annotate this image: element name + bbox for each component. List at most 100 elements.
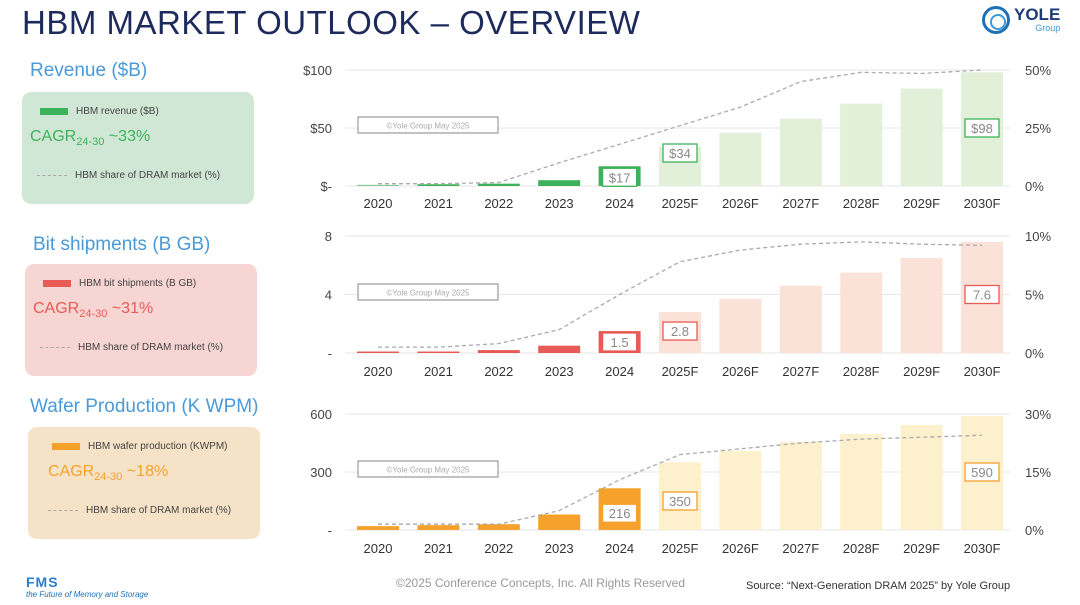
x-tick-label: 2023 <box>545 364 574 379</box>
y2-tick-label: 10% <box>1025 229 1051 244</box>
bar-legend: HBM revenue ($B) <box>40 106 159 117</box>
x-tick-label: 2023 <box>545 196 574 211</box>
data-label: 350 <box>669 494 691 509</box>
x-tick-label: 2029F <box>903 364 940 379</box>
x-tick-label: 2024 <box>605 541 634 556</box>
watermark-box <box>357 283 499 301</box>
fms-logo: FMS the Future of Memory and Storage <box>26 574 148 599</box>
bar <box>477 350 520 353</box>
panel-heading: Bit shipments (B GB) <box>33 234 211 255</box>
x-tick-label: 2027F <box>782 196 819 211</box>
x-tick-label: 2028F <box>843 364 880 379</box>
dash-swatch-icon <box>48 510 78 511</box>
panel-heading: Wafer Production (K WPM) <box>30 396 259 417</box>
bar <box>417 351 460 353</box>
data-label-box <box>601 503 638 523</box>
x-tick-label: 2029F <box>903 196 940 211</box>
bar-legend-label: HBM bit shipments (B GB) <box>79 278 197 289</box>
x-tick-label: 2027F <box>782 541 819 556</box>
data-label-box <box>964 118 1000 138</box>
line-legend-label: HBM share of DRAM market (%) <box>86 505 232 516</box>
bar <box>779 285 822 353</box>
share-line <box>378 69 983 185</box>
cagr-prefix: CAGR <box>48 463 95 480</box>
x-tick-label: 2027F <box>782 364 819 379</box>
x-tick-label: 2023 <box>545 541 574 556</box>
x-tick-label: 2022 <box>484 364 513 379</box>
cagr-label: CAGR24-30 ~33% <box>30 128 150 148</box>
bar <box>900 88 943 186</box>
data-label: $98 <box>971 121 993 136</box>
data-label: 7.6 <box>973 288 991 303</box>
line-legend-label: HBM share of DRAM market (%) <box>78 342 224 353</box>
data-label: 216 <box>609 506 631 521</box>
y2-tick-label: 0% <box>1025 179 1044 194</box>
x-tick-label: 2020 <box>364 541 393 556</box>
line-legend: HBM share of DRAM market (%) <box>37 170 220 181</box>
dash-swatch-icon <box>37 175 67 176</box>
watermark: ©Yole Group May 2025 <box>387 466 471 475</box>
data-label: $17 <box>609 170 631 185</box>
cagr-sub: 24-30 <box>94 471 123 484</box>
y-tick-label: - <box>328 523 332 538</box>
bar <box>357 526 399 530</box>
bar <box>357 351 399 353</box>
fms-tagline: the Future of Memory and Storage <box>26 590 149 599</box>
cagr-sub: 24-30 <box>79 308 108 321</box>
bar-legend-label: HBM wafer production (KWPM) <box>88 441 228 452</box>
logo-name: YOLE <box>1014 5 1061 24</box>
y-tick-label: 600 <box>310 407 332 422</box>
cagr-label: CAGR24-30 ~31% <box>33 300 153 320</box>
bar <box>477 183 520 186</box>
y2-tick-label: 25% <box>1025 121 1051 136</box>
cagr-prefix: CAGR <box>30 128 77 145</box>
data-label-box <box>662 491 698 511</box>
x-tick-label: 2021 <box>424 364 453 379</box>
data-label-box <box>601 167 638 187</box>
bar <box>779 118 822 186</box>
data-label: 590 <box>971 465 993 480</box>
y2-tick-label: 15% <box>1025 465 1051 480</box>
share-line <box>378 241 983 348</box>
bar <box>417 525 460 530</box>
x-tick-label: 2026F <box>722 364 759 379</box>
x-tick-label: 2025F <box>662 541 699 556</box>
y2-tick-label: 5% <box>1025 288 1044 303</box>
data-label-box <box>601 332 638 352</box>
y-tick-label: $100 <box>303 63 332 78</box>
x-tick-label: 2030F <box>964 541 1001 556</box>
cagr-prefix: CAGR <box>33 300 80 317</box>
bar <box>719 450 762 530</box>
data-label: $34 <box>669 146 691 161</box>
panel-heading: Revenue ($B) <box>30 60 148 81</box>
watermark-box <box>357 460 499 478</box>
x-tick-label: 2021 <box>424 541 453 556</box>
x-tick-label: 2030F <box>964 196 1001 211</box>
copyright: ©2025 Conference Concepts, Inc. All Righ… <box>396 576 685 590</box>
cagr-value: ~31% <box>107 300 154 317</box>
legend-box: HBM bit shipments (B GB) CAGR24-30 ~31% … <box>25 264 257 376</box>
x-tick-label: 2025F <box>662 196 699 211</box>
bar <box>538 345 581 353</box>
y2-tick-label: 0% <box>1025 346 1044 361</box>
x-tick-label: 2030F <box>964 364 1001 379</box>
x-tick-label: 2024 <box>605 196 634 211</box>
bar <box>417 184 460 186</box>
bar <box>840 103 883 186</box>
y2-tick-label: 50% <box>1025 63 1051 78</box>
cagr-value: ~18% <box>122 463 169 480</box>
y-tick-label: - <box>328 346 332 361</box>
slide-title: HBM MARKET OUTLOOK – OVERVIEW <box>22 4 641 41</box>
watermark: ©Yole Group May 2025 <box>387 289 471 298</box>
bar <box>538 514 581 530</box>
bar <box>719 298 762 353</box>
legend-box: HBM revenue ($B) CAGR24-30 ~33% HBM shar… <box>22 92 254 204</box>
line-legend-label: HBM share of DRAM market (%) <box>75 170 221 181</box>
x-tick-label: 2028F <box>843 196 880 211</box>
x-tick-label: 2020 <box>364 196 393 211</box>
bar-legend-label: HBM revenue ($B) <box>76 106 159 117</box>
x-tick-label: 2028F <box>843 541 880 556</box>
x-tick-label: 2020 <box>364 364 393 379</box>
bar <box>477 524 520 530</box>
